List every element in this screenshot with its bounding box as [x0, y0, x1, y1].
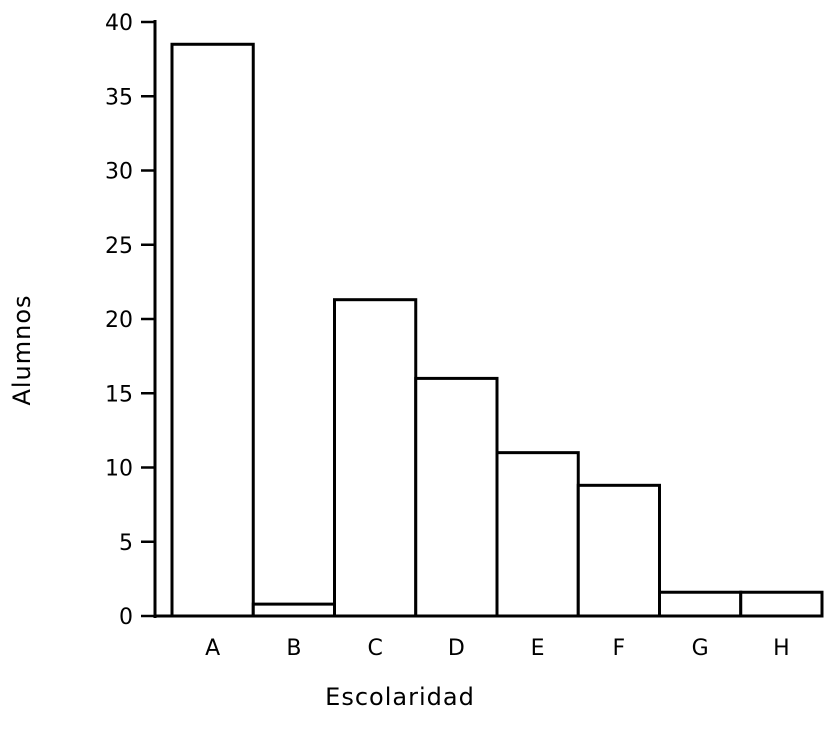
- y-tick-label-10: 10: [105, 457, 133, 482]
- bar-d: [414, 376, 499, 618]
- y-tick-label-5: 5: [119, 531, 133, 556]
- bar-h: [739, 590, 824, 618]
- x-ticks-group: A B C D E F G H: [205, 636, 790, 661]
- bars-group: [170, 42, 824, 618]
- x-tick-label-a: A: [205, 636, 220, 661]
- x-tick-label-f: F: [613, 636, 626, 661]
- bar-b: [251, 602, 336, 618]
- y-tick-label-35: 35: [105, 85, 133, 110]
- y-axis-title: Alumnos: [8, 294, 36, 405]
- bar-g: [658, 590, 743, 618]
- bar-e: [495, 451, 580, 618]
- bar-c: [333, 298, 418, 618]
- x-axis-title: Escolaridad: [325, 683, 475, 711]
- x-tick-label-b: B: [286, 636, 301, 661]
- y-tick-label-20: 20: [105, 308, 133, 333]
- y-tick-label-15: 15: [105, 382, 133, 407]
- y-tick-label-30: 30: [105, 160, 133, 185]
- y-tick-label-40: 40: [105, 11, 133, 36]
- x-tick-label-h: H: [773, 636, 790, 661]
- y-tick-label-0: 0: [119, 605, 133, 630]
- bar-a: [170, 42, 255, 618]
- x-tick-label-c: C: [367, 636, 382, 661]
- y-ticks-group: 0 5 10 15 20 25 30 35 40: [105, 11, 155, 630]
- x-tick-label-d: D: [448, 636, 465, 661]
- y-tick-label-25: 25: [105, 234, 133, 259]
- x-tick-label-g: G: [692, 636, 709, 661]
- bar-f: [576, 483, 661, 618]
- x-tick-label-e: E: [531, 636, 545, 661]
